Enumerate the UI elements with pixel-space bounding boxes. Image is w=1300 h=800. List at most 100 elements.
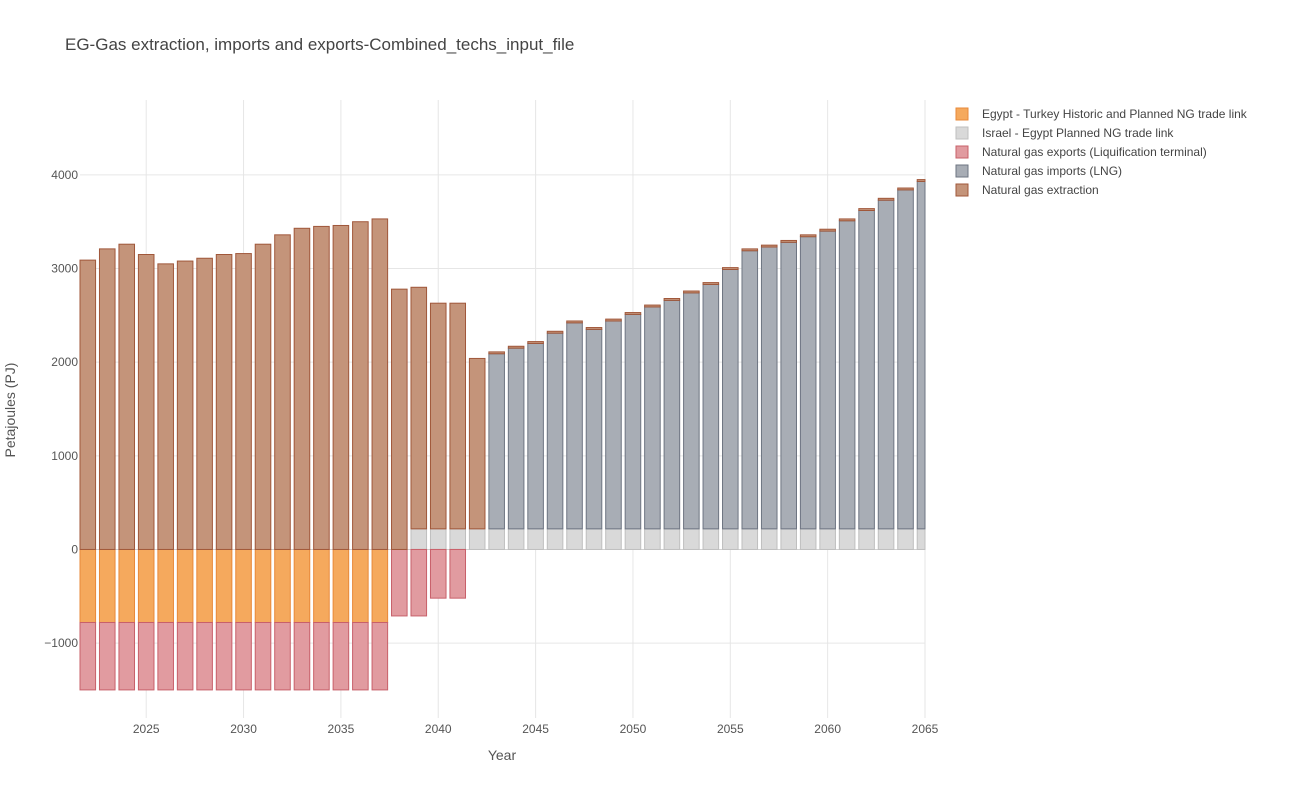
legend-swatch — [955, 126, 969, 140]
bar — [332, 548, 350, 623]
bar — [780, 239, 797, 243]
bar — [137, 548, 155, 623]
x-tick-label: 2045 — [522, 722, 549, 736]
bar — [468, 357, 486, 530]
x-tick-label: 2060 — [814, 722, 841, 736]
bar — [741, 528, 759, 550]
bar — [507, 347, 525, 530]
bar — [196, 257, 213, 550]
bar — [429, 548, 447, 599]
bar — [897, 189, 914, 530]
bar — [799, 528, 817, 550]
bar — [566, 528, 583, 550]
bar — [916, 179, 926, 182]
bar — [819, 228, 836, 232]
bar — [702, 283, 720, 530]
bar — [391, 548, 408, 617]
bar — [527, 342, 544, 530]
bar — [683, 290, 700, 294]
bar — [391, 288, 408, 550]
bar — [488, 528, 505, 550]
legend-label: Egypt - Turkey Historic and Planned NG t… — [982, 107, 1248, 121]
bar — [585, 328, 603, 530]
bar — [235, 621, 252, 691]
bar — [585, 327, 603, 330]
bar — [838, 218, 856, 222]
bar — [332, 224, 350, 550]
bar — [274, 234, 291, 550]
bar — [157, 548, 174, 623]
bar — [644, 304, 661, 308]
bar — [313, 225, 330, 550]
y-tick-label: 2000 — [51, 355, 78, 369]
bar — [897, 528, 914, 550]
bar — [215, 254, 233, 550]
bar — [449, 548, 467, 599]
bar — [799, 236, 817, 530]
chart-title: EG-Gas extraction, imports and exports-C… — [65, 35, 574, 54]
bar — [410, 548, 428, 617]
bar — [118, 548, 136, 623]
bar — [196, 621, 213, 691]
bar — [488, 351, 505, 355]
bar — [332, 621, 350, 691]
legend-label: Natural gas extraction — [982, 183, 1099, 197]
bar — [79, 259, 97, 550]
bar — [566, 322, 583, 530]
bar — [838, 528, 856, 550]
bar — [293, 227, 311, 550]
legend: Egypt - Turkey Historic and Planned NG t… — [955, 107, 1248, 197]
bar — [916, 528, 926, 550]
bar — [157, 263, 174, 550]
x-tick-label: 2050 — [620, 722, 647, 736]
bar — [585, 528, 603, 550]
x-tick-label: 2025 — [133, 722, 160, 736]
bar — [683, 292, 700, 530]
bar — [98, 548, 116, 623]
bar — [313, 548, 330, 623]
y-tick-label: 4000 — [51, 168, 78, 182]
x-axis-ticks: 2025 2030 2035 2040 2045 2050 2055 2060 2065 — [133, 722, 939, 736]
bar — [352, 548, 369, 623]
bar — [605, 320, 622, 530]
bar — [858, 209, 875, 530]
bar — [799, 234, 817, 238]
bar — [722, 268, 739, 530]
bar — [527, 528, 544, 550]
bar — [605, 318, 622, 322]
bar — [624, 313, 642, 530]
bar — [254, 548, 272, 623]
bar — [546, 332, 564, 530]
bar — [722, 267, 739, 270]
bar — [760, 528, 778, 550]
bar — [215, 548, 233, 623]
bar — [429, 302, 447, 530]
bar — [663, 299, 681, 530]
bar — [877, 197, 895, 201]
bar — [838, 220, 856, 530]
bar — [566, 320, 583, 324]
bar — [98, 621, 116, 691]
bar — [624, 312, 642, 315]
bar — [507, 528, 525, 550]
bar — [98, 248, 116, 550]
bar — [79, 548, 97, 623]
x-axis-title: Year — [488, 747, 517, 763]
bar — [644, 306, 661, 530]
x-tick-label: 2040 — [425, 722, 452, 736]
x-tick-label: 2030 — [230, 722, 257, 736]
bar — [819, 230, 836, 530]
bar — [760, 244, 778, 248]
bar — [215, 621, 233, 691]
bar — [176, 548, 194, 623]
bar — [546, 528, 564, 550]
bar — [663, 298, 681, 301]
bar — [663, 528, 681, 550]
y-tick-label: 0 — [71, 542, 78, 556]
bar — [293, 621, 311, 691]
bar — [157, 621, 174, 691]
bar — [371, 621, 389, 691]
y-axis-ticks: −1000 0 1000 2000 3000 4000 — [44, 168, 78, 650]
bar — [488, 353, 505, 530]
legend-label: Natural gas exports (Liquification termi… — [982, 145, 1207, 159]
